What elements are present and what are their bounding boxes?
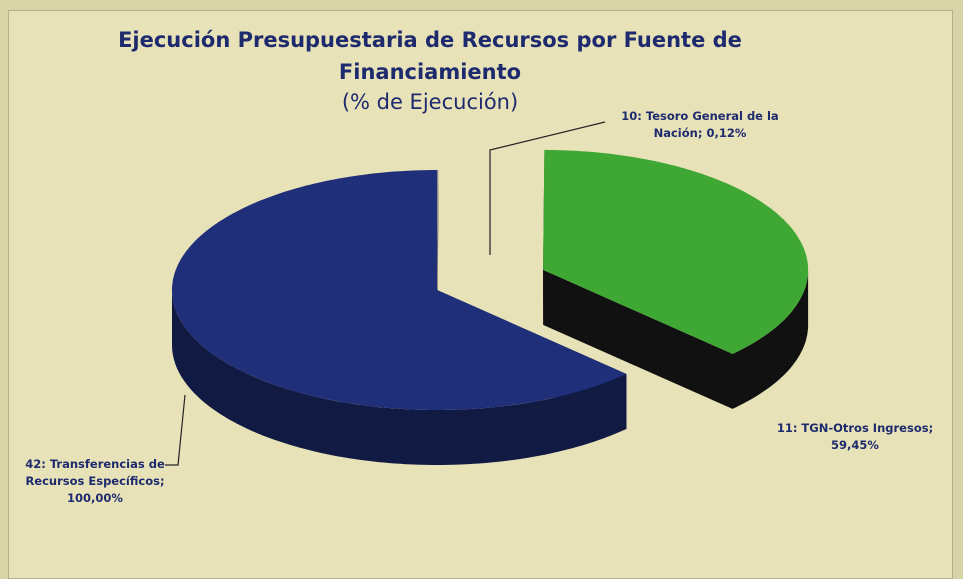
- leader-line: [165, 394, 186, 466]
- slice: [172, 170, 627, 410]
- data-label-category: 42: Transferencias de Recursos Específic…: [25, 457, 165, 488]
- slice-side: [732, 269, 809, 409]
- data-label: 42: Transferencias de Recursos Específic…: [15, 456, 175, 507]
- data-label: 11: TGN-Otros Ingresos; 59,45%: [760, 420, 950, 454]
- slice-side: [172, 290, 627, 465]
- chart-subtitle: (% de Ejecución): [341, 90, 519, 114]
- leader-line: [489, 121, 606, 255]
- data-label: 10: Tesoro General de la Nación; 0,12%: [600, 108, 800, 142]
- slice: [543, 149, 809, 354]
- data-label-value: 0,12%: [706, 126, 747, 140]
- slice-cut-face: [543, 269, 733, 409]
- data-label-category: 10: Tesoro General de la Nación;: [621, 109, 779, 140]
- data-label-value: 59,45%: [831, 438, 879, 452]
- data-label-value: 100,00%: [67, 491, 123, 505]
- data-label-category: 11: TGN-Otros Ingresos;: [776, 421, 934, 435]
- chart-title: Ejecución Presupuestaria de Recursos por…: [118, 28, 742, 84]
- slice: [437, 170, 439, 290]
